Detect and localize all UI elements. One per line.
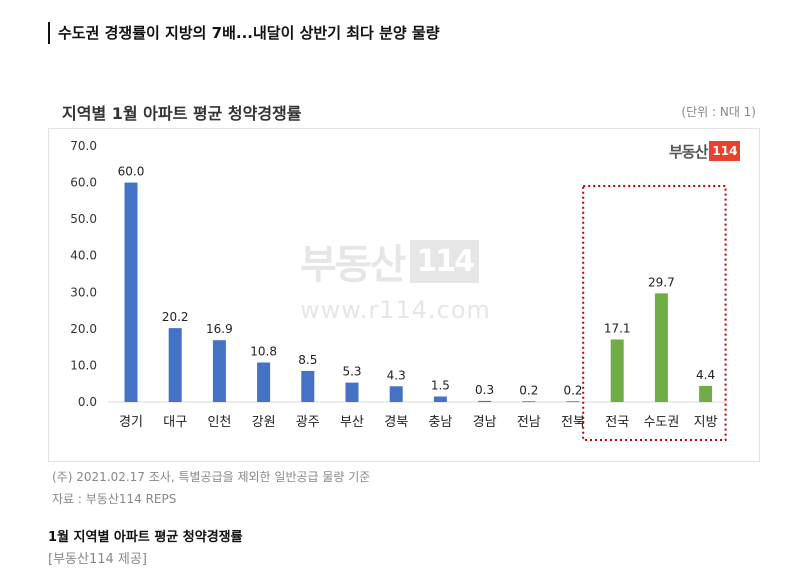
value-label: 17.1 [604,321,631,335]
bar-전남 [522,401,536,403]
bar-지방 [699,385,713,402]
image-caption: 1월 지역별 아파트 평균 청약경쟁률 [48,530,243,545]
y-tick-label: 20.0 [70,322,97,336]
highlight-box [582,185,727,441]
brand-logo: 부동산 114 [669,139,741,163]
value-label: 60.0 [118,165,145,179]
category-label: 지방 [694,415,718,430]
bar-대구 [168,328,182,402]
survey-note: (주) 2021.02.17 조사, 특별공급을 제외한 일반공급 물량 기준 [52,470,371,484]
category-label: 전남 [517,415,541,430]
y-tick-label: 60.0 [70,176,97,190]
value-label: 4.4 [696,368,715,382]
category-label: 수도권 [643,415,679,430]
bar-인천 [212,340,226,402]
y-tick-label: 10.0 [70,358,97,372]
watermark-brand-box: 114 [410,239,480,283]
bar-수도권 [654,293,668,402]
y-tick-label: 0.0 [78,395,97,409]
value-label: 0.3 [475,383,494,397]
logo-box: 114 [709,141,741,161]
unit-label: (단위 : N대 1) [681,105,756,119]
value-label: 0.2 [519,383,538,397]
category-label: 충남 [428,415,452,430]
image-credit: [부동산114 제공] [48,552,147,567]
logo-text: 부동산 [669,142,708,161]
y-tick-label: 40.0 [70,249,97,263]
y-tick-label: 50.0 [70,212,97,226]
bar-경기 [124,182,138,402]
bar-경남 [478,400,492,402]
bar-전국 [610,339,624,402]
category-label: 인천 [207,415,231,430]
chart-title: 지역별 1월 아파트 평균 청약경쟁률 [62,104,302,123]
bar-경북 [389,386,403,402]
bar-충남 [433,396,447,402]
bar-강원 [257,362,271,402]
bar-전북 [566,401,580,403]
bar-광주 [301,370,315,402]
bar-부산 [345,382,359,402]
value-label: 10.8 [250,345,277,359]
value-label: 0.2 [563,383,582,397]
category-label: 강원 [252,415,276,430]
value-label: 8.5 [298,353,317,367]
value-label: 29.7 [648,275,675,289]
category-label: 광주 [296,415,320,430]
y-tick-label: 30.0 [70,285,97,299]
category-label: 경기 [119,415,143,430]
watermark-url: www.r114.com [300,296,491,324]
y-tick-label: 70.0 [70,139,97,153]
category-label: 경북 [384,415,408,430]
category-label: 전북 [561,415,585,430]
value-label: 20.2 [162,310,189,324]
watermark: 부동산 114 www.r114.com [300,232,491,324]
category-label: 부산 [340,415,364,430]
source-note: 자료 : 부동산114 REPS [52,492,177,506]
article-headline: 수도권 경쟁률이 지방의 7배...내달이 상반기 최다 분양 물량 [48,22,440,44]
chart-frame [48,128,760,462]
value-label: 16.9 [206,322,233,336]
value-label: 4.3 [387,368,406,382]
watermark-brand-text: 부동산 [300,242,406,288]
category-label: 대구 [163,415,187,430]
value-label: 5.3 [342,365,361,379]
value-label: 1.5 [431,379,450,393]
category-label: 전국 [605,415,629,430]
category-label: 경남 [473,415,497,430]
